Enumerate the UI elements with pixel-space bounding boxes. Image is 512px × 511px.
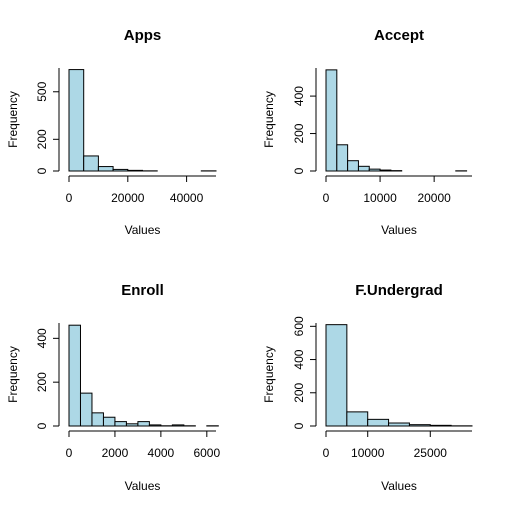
x-axis-label: Values — [381, 479, 417, 493]
y-axis-label: Frequency — [262, 91, 276, 148]
y-tick-label: 200 — [292, 123, 306, 143]
x-axis-label: Values — [125, 223, 161, 237]
y-axis-label: Frequency — [6, 91, 20, 148]
y-tick-label: 600 — [292, 316, 306, 336]
histogram-bar — [325, 69, 338, 172]
y-tick-label: 400 — [292, 86, 306, 106]
x-tick-label: 6000 — [193, 446, 220, 460]
histogram-bar — [68, 69, 85, 172]
x-tick-label: 0 — [66, 191, 73, 205]
chart-title: Enroll — [121, 282, 164, 299]
y-axis-label: Frequency — [262, 346, 276, 403]
y-tick-label: 200 — [35, 129, 49, 149]
y-tick-label: 200 — [35, 372, 49, 392]
histogram-bar — [336, 144, 349, 172]
histogram-panel: 0 10000 20000 0 200 400 Accept Values Frequency — [262, 27, 472, 237]
x-axis-label: Values — [125, 479, 161, 493]
histogram-bar — [325, 324, 348, 427]
x-tick-label: 25000 — [414, 446, 448, 460]
histogram-bar — [91, 412, 104, 427]
x-tick-label: 0 — [66, 446, 73, 460]
y-tick-label: 400 — [35, 328, 49, 348]
histogram-bar — [408, 424, 431, 427]
x-tick-label: 0 — [323, 191, 330, 205]
chart-title: Accept — [374, 27, 424, 44]
x-tick-label: 2000 — [102, 446, 129, 460]
histogram-bar — [112, 168, 129, 172]
x-axis-label: Values — [381, 223, 417, 237]
y-tick-label: 0 — [35, 422, 49, 429]
histogram-bar — [97, 166, 114, 172]
histogram-panel: 0 20000 40000 0 200 500 Apps Values Frequency — [6, 27, 217, 237]
y-tick-label: 200 — [292, 382, 306, 402]
histogram-bar — [357, 165, 370, 172]
histogram-bar — [367, 418, 390, 427]
y-tick-label: 400 — [292, 349, 306, 369]
histogram-bar — [171, 424, 185, 427]
x-tick-label: 10000 — [351, 446, 385, 460]
histogram-bar — [127, 169, 144, 172]
y-tick-label: 0 — [35, 167, 49, 174]
histogram-bar — [114, 421, 127, 427]
x-tick-label: 10000 — [363, 191, 397, 205]
histogram-bar — [83, 155, 99, 172]
histogram-panel: 0 2000 4000 6000 0 200 400 Enroll Values Frequenc… — [6, 282, 220, 493]
histogram-bar — [148, 424, 162, 427]
histogram-panel: 0 10000 25000 0 200 400 600 F.Undergrad Values Fr… — [262, 282, 473, 493]
histogram-bar — [137, 421, 150, 427]
histogram-bar — [388, 422, 410, 427]
histogram-bar — [379, 169, 392, 172]
y-tick-label: 500 — [35, 81, 49, 101]
histogram-bar — [347, 160, 359, 172]
chart-title: Apps — [124, 27, 162, 44]
y-tick-label: 0 — [292, 422, 306, 429]
histogram-bar — [429, 424, 452, 427]
x-tick-label: 20000 — [111, 191, 145, 205]
x-tick-label: 4000 — [148, 446, 175, 460]
chart-title: F.Undergrad — [355, 282, 443, 299]
y-tick-label: 0 — [292, 167, 306, 174]
histogram-bar — [68, 324, 81, 427]
x-tick-label: 40000 — [170, 191, 204, 205]
y-axis-label: Frequency — [6, 346, 20, 403]
histogram-bar — [346, 411, 369, 427]
x-tick-label: 20000 — [417, 191, 451, 205]
histogram-bar — [79, 392, 93, 427]
x-tick-label: 0 — [323, 446, 330, 460]
histogram-bar — [102, 416, 116, 427]
histogram-bar — [125, 423, 139, 427]
histogram-bar — [368, 168, 381, 172]
